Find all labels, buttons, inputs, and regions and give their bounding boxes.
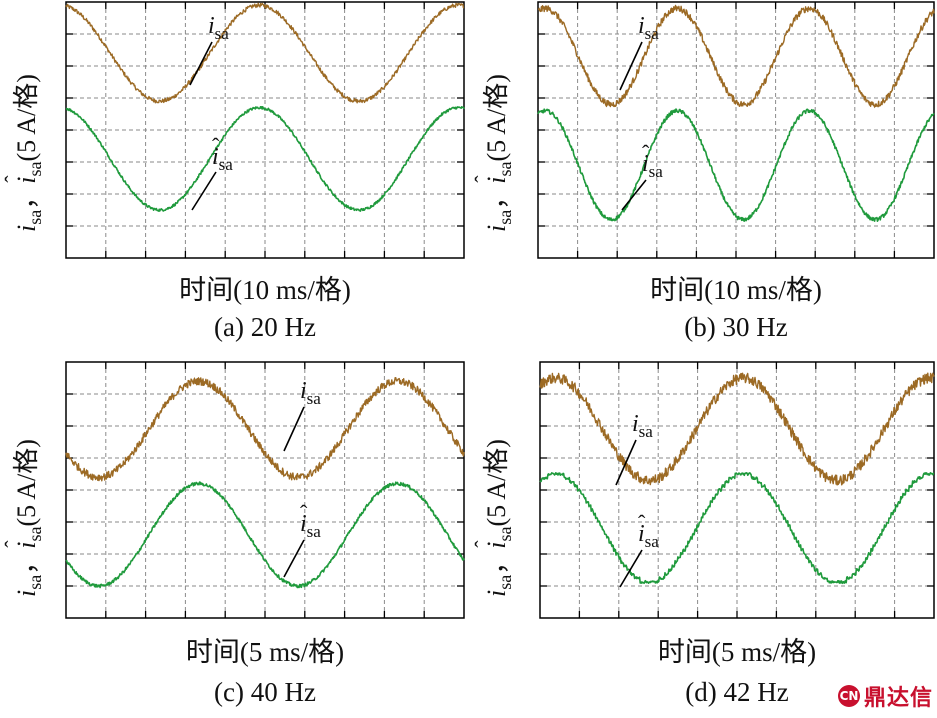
annot-estimated-b: isa — [642, 142, 663, 180]
publisher-logo: CN 鼎达信 — [838, 680, 933, 712]
panel-d: isa，isa(5 A/格) isa isa 时间(5 ms/格) (d) 42… — [470, 355, 937, 718]
trace-estimated — [539, 472, 935, 585]
leader-line-estimated — [191, 171, 217, 211]
annot-measured-a: isa — [208, 13, 229, 43]
leader-line-measured — [619, 41, 643, 91]
grid — [538, 2, 934, 258]
leader-line-measured — [283, 406, 305, 452]
trace-measured — [65, 377, 465, 482]
annot-measured-b: isa — [638, 13, 659, 43]
ylabel-d: isa，isa(5 A/格) — [482, 439, 515, 597]
grid — [540, 362, 934, 618]
xlabel-a: 时间(10 ms/格) — [179, 275, 351, 305]
xlabel-c: 时间(5 ms/格) — [185, 637, 345, 667]
logo-text: 鼎达信 — [864, 686, 934, 711]
ylabel-c: isa，isa(5 A/格) — [12, 439, 45, 597]
caption-c: (c) 40 Hz — [214, 677, 316, 707]
xlabel-b: 时间(10 ms/格) — [650, 275, 822, 305]
panel-a: isa，isa(5 A/格) isa isa 时间(10 ms/格) (a) 2… — [0, 0, 470, 355]
leader-line-estimated — [619, 549, 643, 588]
ticks — [540, 362, 934, 618]
logo-mark-icon: CN — [838, 685, 860, 707]
annot-estimated-a: isa — [212, 135, 233, 173]
plot-a — [65, 1, 465, 259]
trace-measured — [539, 372, 935, 486]
annot-measured-c: isa — [300, 378, 321, 408]
trace-measured — [537, 4, 935, 108]
caption-a: (a) 20 Hz — [214, 312, 316, 342]
annot-estimated-d: isa — [638, 512, 659, 550]
grid — [66, 2, 464, 258]
plot-b — [537, 1, 935, 259]
xlabel-d: 时间(5 ms/格) — [657, 637, 817, 667]
plot-c — [65, 361, 465, 619]
ticks — [538, 2, 934, 258]
annot-estimated-c: isa — [300, 502, 321, 540]
ticks — [66, 2, 464, 258]
trace-measured — [65, 2, 465, 104]
ylabel-b: isa，isa(5 A/格) — [482, 74, 515, 232]
caption-d: (d) 42 Hz — [685, 677, 789, 707]
caption-b: (b) 30 Hz — [684, 312, 788, 342]
leader-line-measured — [615, 439, 637, 486]
grid — [66, 362, 464, 618]
leader-line-measured — [189, 41, 213, 86]
leader-line-estimated — [283, 539, 305, 578]
ylabel-a: isa，isa(5 A/格) — [12, 74, 45, 232]
leader-line-estimated — [621, 179, 647, 211]
panel-b: isa，isa(5 A/格) isa isa 时间(10 ms/格) (b) 3… — [470, 0, 937, 355]
trace-estimated — [65, 481, 465, 589]
trace-estimated — [537, 108, 935, 222]
annot-measured-d: isa — [632, 411, 653, 441]
plot-d — [539, 361, 935, 619]
panel-c: isa，isa(5 A/格) isa isa 时间(5 ms/格) (c) 40… — [0, 355, 470, 718]
trace-estimated — [65, 106, 465, 212]
